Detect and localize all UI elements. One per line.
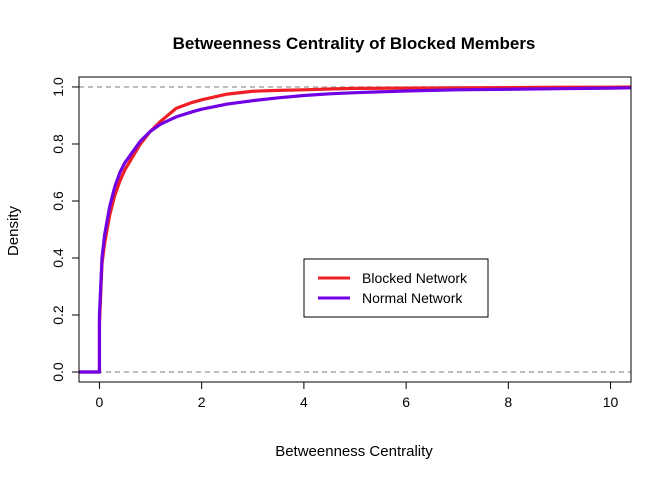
y-tick-label: 0.0 (50, 362, 66, 382)
y-tick-label: 0.8 (50, 134, 66, 154)
series-line-normal-network (79, 86, 631, 374)
legend-label-blocked-network: Blocked Network (362, 270, 468, 286)
y-tick-label: 1.0 (50, 77, 66, 97)
x-tick-label: 10 (603, 394, 619, 410)
chart-title: Betweenness Centrality of Blocked Member… (173, 34, 536, 53)
plot-frame (78, 76, 632, 383)
x-tick-label: 8 (504, 394, 512, 410)
x-tick-label: 6 (402, 394, 410, 410)
series-line-blocked-network (79, 85, 631, 374)
legend: Blocked Network Normal Network (303, 258, 489, 318)
y-tick-label: 0.4 (50, 248, 66, 268)
y-axis: 0.0 0.2 0.4 0.6 0.8 1.0 (50, 77, 79, 382)
series-layer (79, 85, 631, 374)
y-tick-label: 0.2 (50, 305, 66, 325)
x-tick-label: 2 (198, 394, 206, 410)
legend-box (303, 258, 489, 318)
legend-label-normal-network: Normal Network (362, 290, 463, 306)
y-axis-label: Density (5, 205, 22, 256)
x-tick-label: 4 (300, 394, 308, 410)
x-axis: 0 2 4 6 8 10 (96, 382, 619, 410)
x-tick-label: 0 (96, 394, 104, 410)
reference-lines (79, 86, 631, 373)
x-axis-label: Betweenness Centrality (275, 443, 433, 460)
y-tick-label: 0.6 (50, 191, 66, 211)
